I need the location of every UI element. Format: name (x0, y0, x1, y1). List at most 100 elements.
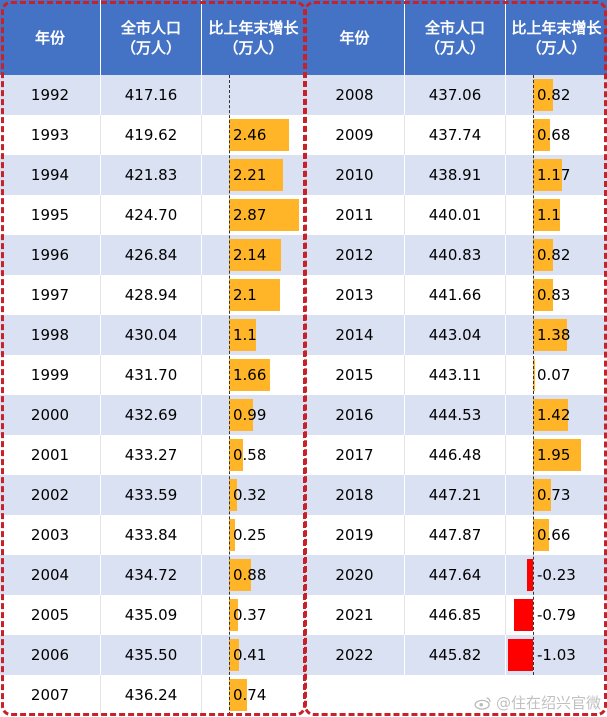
header-population-line2: （万人） (120, 38, 181, 57)
header-population: 全市人口 （万人） (405, 0, 506, 75)
growth-bar (229, 319, 256, 351)
weibo-icon (474, 696, 491, 710)
table-row: 1998 430.04 1.1 (0, 315, 305, 355)
header-growth-line1: 比上年末增长 (208, 18, 299, 37)
table-row: 2018 447.21 0.73 (305, 475, 607, 515)
growth-bar (533, 279, 554, 311)
population-cell: 445.82 (405, 635, 506, 675)
growth-value: 1.42 (537, 406, 571, 424)
growth-cell: 0.25 (202, 515, 305, 555)
growth-bar (229, 639, 240, 671)
growth-cell: 1.1 (202, 315, 305, 355)
table-row: 2022 445.82 -1.03 (305, 635, 607, 675)
table-row: 2019 447.87 0.66 (305, 515, 607, 555)
growth-value: 2.14 (233, 246, 267, 264)
header-year-label: 年份 (34, 28, 65, 47)
year-cell: 2018 (305, 475, 405, 515)
growth-value: 0.99 (233, 406, 267, 424)
population-cell: 443.11 (405, 355, 506, 395)
year-cell: 1999 (0, 355, 101, 395)
table-row: 2008 437.06 0.82 (305, 75, 607, 115)
growth-value: 0.07 (537, 366, 571, 384)
table-row: 2021 446.85 -0.79 (305, 595, 607, 635)
growth-value: 0.82 (537, 86, 571, 104)
growth-value: 0.25 (233, 526, 267, 544)
growth-value: 0.41 (233, 646, 267, 664)
growth-cell: 0.88 (202, 555, 305, 595)
growth-cell: 0.82 (506, 75, 607, 115)
growth-cell: 1.38 (506, 315, 607, 355)
table-row: 2000 432.69 0.99 (0, 395, 305, 435)
population-cell: 433.84 (101, 515, 202, 555)
year-cell: 2021 (305, 595, 405, 635)
growth-bar (229, 439, 244, 471)
table-row: 1994 421.83 2.21 (0, 155, 305, 195)
watermark-text: @住在绍兴官微 (495, 694, 601, 712)
year-cell: 2014 (305, 315, 405, 355)
growth-cell (202, 75, 305, 115)
table-row: 1996 426.84 2.14 (0, 235, 305, 275)
table-row: 1992 417.16 (0, 75, 305, 115)
table-row: 2015 443.11 0.07 (305, 355, 607, 395)
growth-bar (229, 199, 300, 231)
year-cell: 1993 (0, 115, 101, 155)
growth-value: 0.37 (233, 606, 267, 624)
growth-value: -0.23 (537, 566, 576, 584)
year-cell: 2022 (305, 635, 405, 675)
population-cell: 436.24 (101, 675, 202, 715)
table-row: 2006 435.50 0.41 (0, 635, 305, 675)
growth-bar (229, 239, 282, 271)
growth-bar (533, 519, 550, 551)
growth-value: 1.95 (537, 446, 571, 464)
growth-bar (533, 239, 554, 271)
growth-cell: -0.79 (506, 595, 607, 635)
year-cell: 2009 (305, 115, 405, 155)
growth-value: 1.38 (537, 326, 571, 344)
header-year: 年份 (0, 0, 101, 75)
table-row: 2012 440.83 0.82 (305, 235, 607, 275)
growth-value: 0.66 (537, 526, 571, 544)
year-cell: 2016 (305, 395, 405, 435)
growth-bar (533, 399, 568, 431)
table-row: 2010 438.91 1.17 (305, 155, 607, 195)
growth-cell: 1.42 (506, 395, 607, 435)
table-row: 2003 433.84 0.25 (0, 515, 305, 555)
population-cell: 417.16 (101, 75, 202, 115)
population-cell: 433.59 (101, 475, 202, 515)
growth-bar (229, 559, 251, 591)
left-table-header: 年份 全市人口 （万人） 比上年末增长 （万人） (0, 0, 305, 75)
growth-cell: 0.83 (506, 275, 607, 315)
growth-value: 2.46 (233, 126, 267, 144)
year-cell: 1994 (0, 155, 101, 195)
table-row: 2017 446.48 1.95 (305, 435, 607, 475)
growth-cell: 0.99 (202, 395, 305, 435)
table-row: 2007 436.24 0.74 (0, 675, 305, 715)
population-cell: 444.53 (405, 395, 506, 435)
growth-cell: 2.14 (202, 235, 305, 275)
negative-growth-bar (527, 559, 533, 591)
growth-cell: 2.46 (202, 115, 305, 155)
header-growth-line2: （万人） (526, 38, 587, 57)
negative-growth-bar (513, 599, 533, 631)
year-cell: 1998 (0, 315, 101, 355)
population-cell: 424.70 (101, 195, 202, 235)
population-cell: 446.85 (405, 595, 506, 635)
population-cell: 441.66 (405, 275, 506, 315)
header-population-line1: 全市人口 (424, 18, 485, 37)
growth-cell: 0.66 (506, 515, 607, 555)
year-cell: 1997 (0, 275, 101, 315)
growth-value: 1.17 (537, 166, 571, 184)
table-row: 1993 419.62 2.46 (0, 115, 305, 155)
growth-cell: 1.17 (506, 155, 607, 195)
year-cell: 2000 (0, 395, 101, 435)
population-cell: 443.04 (405, 315, 506, 355)
year-cell: 2003 (0, 515, 101, 555)
growth-cell: 0.68 (506, 115, 607, 155)
header-growth: 比上年末增长 （万人） (202, 0, 305, 75)
header-growth: 比上年末增长 （万人） (506, 0, 607, 75)
header-growth-line1: 比上年末增长 (511, 18, 602, 37)
year-cell: 1992 (0, 75, 101, 115)
table-row: 2014 443.04 1.38 (305, 315, 607, 355)
population-cell: 446.48 (405, 435, 506, 475)
table-row: 2009 437.74 0.68 (305, 115, 607, 155)
